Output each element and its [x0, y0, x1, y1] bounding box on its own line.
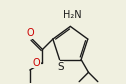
Text: O: O — [33, 58, 40, 68]
Text: S: S — [57, 62, 64, 72]
Text: H₂N: H₂N — [63, 10, 82, 20]
Text: O: O — [27, 28, 35, 38]
